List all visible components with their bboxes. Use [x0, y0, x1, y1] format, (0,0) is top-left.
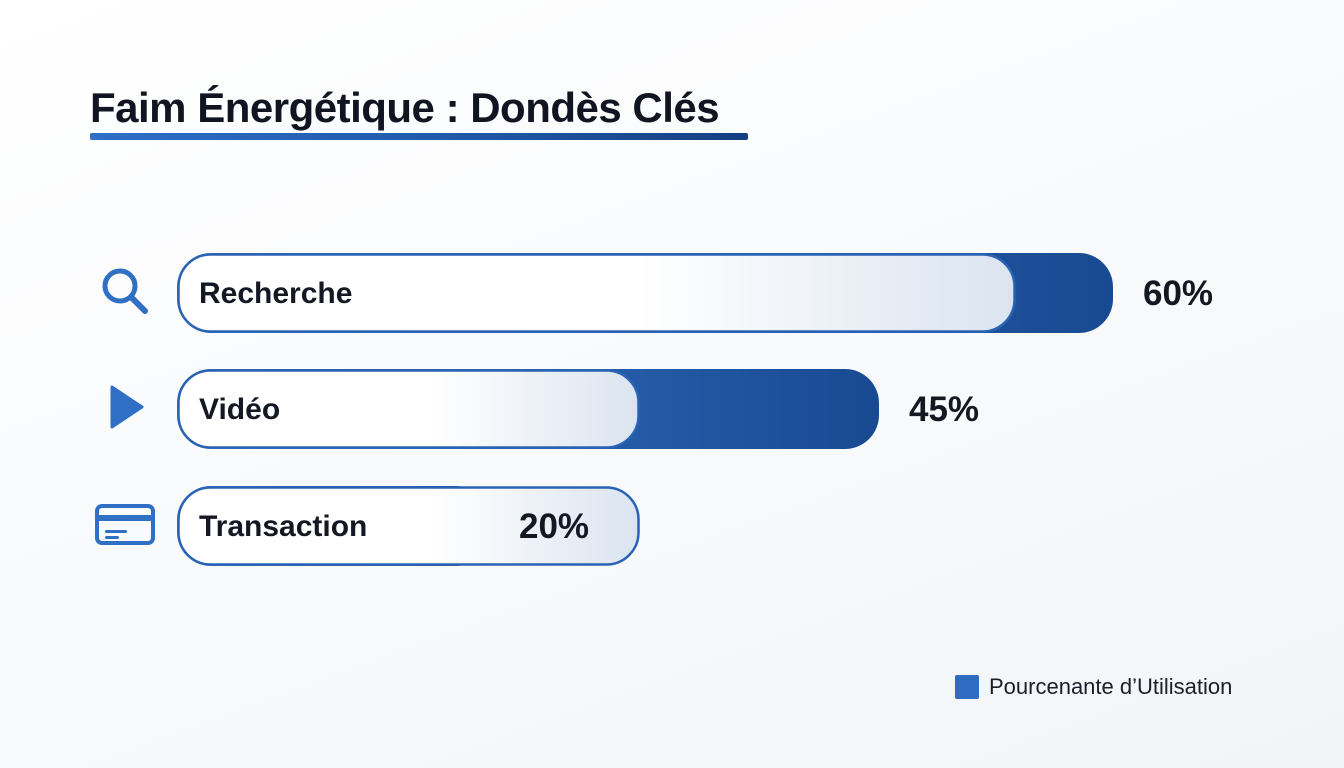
category-label: Recherche [199, 277, 352, 310]
value-label: 60% [1143, 274, 1213, 313]
search-icon [102, 268, 148, 314]
value-label: 45% [909, 390, 979, 429]
value-label: 20% [519, 507, 589, 546]
play-icon [110, 385, 144, 429]
category-label: Vidéo [199, 393, 280, 426]
credit-card-icon [95, 504, 155, 545]
chart-title: Faim Énergétique : Dondès Clés [90, 84, 720, 131]
bar-inner-2 [177, 486, 640, 566]
category-label: Transaction [199, 510, 367, 543]
bar-inner-1 [177, 369, 640, 449]
title-underline [90, 133, 748, 140]
legend-swatch [955, 675, 979, 699]
legend-label: Pourcenante d’Utilisation [989, 674, 1233, 699]
bar-inner-0 [177, 253, 1016, 333]
legend: Pourcenante d’Utilisation [955, 674, 1232, 700]
